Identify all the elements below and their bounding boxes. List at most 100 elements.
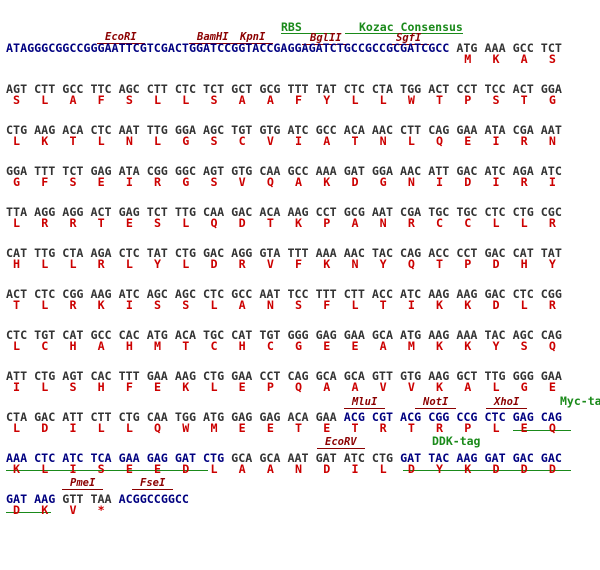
amino-acid: L — [41, 462, 49, 476]
tag-underline — [6, 470, 208, 471]
amino-acid: Q — [154, 421, 162, 435]
amino-acid: C — [238, 134, 246, 148]
dna-segment: GCA GCA AAT GAT ATC CTG — [231, 451, 401, 465]
amino-acid: E — [238, 380, 246, 394]
amino-acid: V — [379, 380, 387, 394]
amino-acid: K — [464, 339, 472, 353]
amino-acid: E — [548, 380, 556, 394]
dna-segment: CTG AAG ACA CTC AAT TTG GGA AGC TGT GTG … — [6, 123, 562, 137]
dna-row: CTC TGT CAT GCC CAC ATG ACA TGC CAT TGT … — [6, 329, 562, 341]
amino-acid: T — [520, 93, 528, 107]
amino-acid: D — [182, 462, 190, 476]
amino-acid: I — [13, 380, 21, 394]
amino-acid: S — [210, 93, 218, 107]
amino-acid: I — [492, 175, 500, 189]
amino-acid: H — [520, 257, 528, 271]
amino-acid: Y — [492, 339, 500, 353]
amino-acid: F — [323, 298, 331, 312]
amino-acid: R — [69, 298, 77, 312]
amino-acid: A — [238, 298, 246, 312]
amino-acid: D — [238, 216, 246, 230]
amino-acid: T — [407, 421, 415, 435]
amino-acid: H — [69, 339, 77, 353]
amino-acid: I — [69, 462, 77, 476]
amino-acid: R — [238, 257, 246, 271]
amino-acid: K — [13, 462, 21, 476]
amino-acid: D — [351, 175, 359, 189]
amino-acid: P — [464, 421, 472, 435]
dna-row: AAA CTC ATC TCA GAA GAG GAT CTG GCA GCA … — [6, 452, 562, 464]
amino-acid: D — [492, 257, 500, 271]
dna-segment: GAT AAG — [6, 492, 63, 506]
amino-acid: K — [182, 380, 190, 394]
amino-acid: L — [520, 298, 528, 312]
amino-acid: L — [41, 380, 49, 394]
amino-acid: I — [125, 175, 133, 189]
amino-acid: F — [295, 257, 303, 271]
amino-acid: G — [379, 175, 387, 189]
tag-underline — [403, 470, 571, 471]
amino-acid: K — [323, 257, 331, 271]
amino-acid: L — [379, 93, 387, 107]
amino-acid: T — [69, 134, 77, 148]
amino-acid: L — [154, 134, 162, 148]
amino-acid: L — [182, 93, 190, 107]
amino-acid: L — [210, 462, 218, 476]
amino-acid: L — [97, 134, 105, 148]
amino-acid: V — [266, 257, 274, 271]
amino-acid: I — [295, 134, 303, 148]
amino-acid: P — [464, 93, 472, 107]
amino-acid: C — [464, 216, 472, 230]
amino-acid: P — [323, 216, 331, 230]
amino-acid: S — [210, 134, 218, 148]
amino-acid: K — [41, 503, 49, 517]
dna-row: ACT CTC CGG AAG ATC AGC AGC CTC GCC AAT … — [6, 288, 562, 300]
amino-acid: I — [125, 298, 133, 312]
dna-row: GAT AAG GTT TAA ACGGCCGGCC — [6, 493, 189, 505]
amino-acid: K — [323, 175, 331, 189]
amino-acid: D — [548, 462, 556, 476]
amino-acid: E — [154, 462, 162, 476]
amino-acid: W — [407, 93, 415, 107]
amino-acid: R — [436, 421, 444, 435]
amino-acid: S — [295, 298, 303, 312]
dna-segment: CTC TGT CAT GCC CAC ATG ACA TGC CAT TGT … — [6, 328, 562, 342]
dna-segment: ATAGGGCGGCCGGGAATTCGTCGACTGGATCCGGTACCGA… — [6, 41, 457, 55]
dna-row: ATT CTG AGT CAC TTT GAA AAG CTG GAA CCT … — [6, 370, 562, 382]
amino-acid: R — [154, 175, 162, 189]
amino-acid: C — [436, 216, 444, 230]
amino-acid: E — [125, 216, 133, 230]
amino-acid: E — [154, 380, 162, 394]
amino-acid: K — [492, 52, 500, 66]
amino-acid: Q — [436, 134, 444, 148]
amino-acid: R — [548, 216, 556, 230]
amino-acid: E — [97, 175, 105, 189]
amino-acid: D — [464, 175, 472, 189]
dna-segment: ACT CTC CGG AAG ATC AGC AGC CTC GCC AAT … — [6, 287, 562, 301]
amino-acid: L — [182, 257, 190, 271]
amino-acid: E — [238, 421, 246, 435]
amino-acid: H — [238, 339, 246, 353]
amino-acid: I — [407, 298, 415, 312]
amino-acid: L — [492, 380, 500, 394]
tag-underline — [6, 512, 51, 513]
amino-acid: N — [379, 134, 387, 148]
amino-acid: R — [548, 298, 556, 312]
amino-acid: E — [323, 339, 331, 353]
amino-acid: G — [520, 380, 528, 394]
amino-acid: A — [323, 134, 331, 148]
amino-acid: Q — [266, 175, 274, 189]
dna-row: ATAGGGCGGCCGGGAATTCGTCGACTGGATCCGGTACCGA… — [6, 42, 562, 54]
amino-acid: A — [464, 380, 472, 394]
amino-acid: T — [182, 339, 190, 353]
amino-acid: P — [464, 257, 472, 271]
amino-acid: L — [13, 134, 21, 148]
amino-acid: N — [266, 298, 274, 312]
amino-acid: K — [436, 298, 444, 312]
amino-acid: T — [295, 421, 303, 435]
amino-acid: L — [210, 380, 218, 394]
amino-acid: T — [436, 257, 444, 271]
amino-acid: K — [436, 339, 444, 353]
feature-label: Kozac Consensus — [345, 21, 463, 34]
